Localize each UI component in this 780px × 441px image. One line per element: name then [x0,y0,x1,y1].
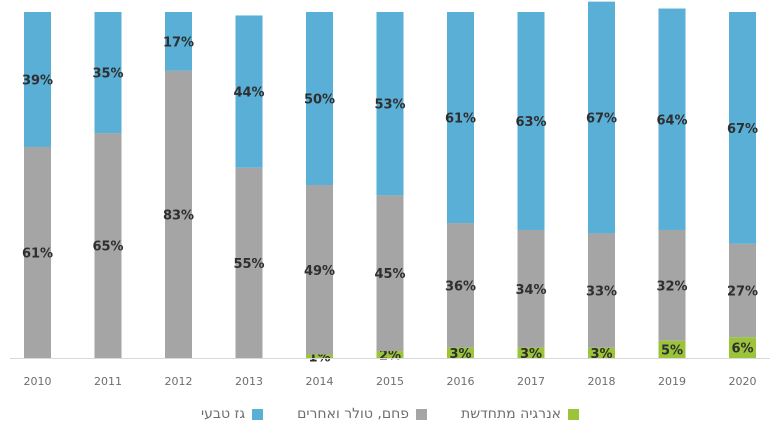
data-label-natural-gas-2013: 44% [233,86,264,101]
x-tick-label-2014: 2014 [306,375,334,388]
data-label-coal-other-2019: 32% [656,279,687,294]
bar-segment-coal-other-2016 [447,223,474,348]
bar-segment-renewable-2015 [376,351,404,358]
bar-segment-natural-gas-2014 [306,12,333,185]
x-tick-label-2010: 2010 [24,375,52,388]
legend-item-natural-gas: גז טבעי [200,406,264,422]
data-label-natural-gas-2018: 67% [586,112,617,127]
bar-segment-natural-gas-2020 [729,12,756,244]
bar-segment-coal-other-2012 [165,70,192,358]
data-label-coal-other-2010: 61% [22,246,53,261]
data-label-coal-other-2013: 55% [233,257,264,272]
x-tick-label-2018: 2018 [588,375,616,388]
legend-label-natural-gas: גז טבעי [200,406,246,422]
bar-segment-natural-gas-2015 [376,12,404,196]
bar-segment-coal-other-2019 [658,229,686,341]
data-label-natural-gas-2017: 63% [515,115,546,130]
bar-segment-natural-gas-2016 [447,12,474,224]
bar-segment-coal-other-2015 [376,195,404,352]
legend-swatch-natural-gas [252,408,264,420]
x-tick-label-2011: 2011 [94,375,122,388]
bar-segment-coal-other-2010 [24,146,51,358]
data-label-coal-other-2017: 34% [515,283,546,298]
x-tick-label-2013: 2013 [235,375,263,388]
data-label-renewable-2019: 5% [661,343,683,358]
legend-label-renewable: אנרגיה מתחדשת [461,406,562,422]
x-tick-label-2017: 2017 [517,375,545,388]
bar-segment-renewable-2016 [447,347,474,358]
legend-label-coal-other: פחם, טולר ואחרים [297,406,410,422]
bar-segment-natural-gas-2012 [165,12,192,71]
data-label-natural-gas-2011: 35% [92,67,123,82]
legend-item-renewable: אנרגיה מתחדשת [461,406,580,422]
chart-legend: גז טבעי פחם, טולר ואחרים אנרגיה מתחדשת [0,402,780,426]
data-label-coal-other-2018: 33% [586,285,617,300]
x-tick-label-2015: 2015 [376,375,404,388]
data-label-natural-gas-2012: 17% [163,35,194,50]
bar-segment-coal-other-2013 [235,167,263,358]
data-label-natural-gas-2016: 61% [445,112,476,127]
bar-segment-natural-gas-2019 [658,8,686,230]
bar-segment-coal-other-2011 [94,133,122,358]
data-label-coal-other-2011: 65% [92,240,123,255]
data-label-coal-other-2012: 83% [163,208,194,223]
data-label-natural-gas-2019: 64% [656,113,687,128]
bar-segment-coal-other-2017 [517,229,545,348]
legend-swatch-coal-other [416,408,428,420]
data-label-coal-other-2014: 49% [304,264,335,279]
data-label-coal-other-2016: 36% [445,279,476,294]
data-label-natural-gas-2010: 39% [22,73,53,88]
bar-segment-natural-gas-2013 [235,15,263,168]
data-label-coal-other-2015: 45% [374,267,405,282]
data-label-natural-gas-2020: 67% [727,122,758,137]
bar-segment-natural-gas-2018 [588,1,615,234]
legend-item-coal-other: פחם, טולר ואחרים [297,406,428,422]
bar-segment-natural-gas-2011 [94,12,122,134]
bar-segment-renewable-2014 [306,354,333,358]
data-label-natural-gas-2015: 53% [374,98,405,113]
bar-segment-natural-gas-2010 [24,12,51,147]
data-label-renewable-2017: 3% [520,347,542,362]
data-label-coal-other-2020: 27% [727,285,758,300]
x-tick-label-2016: 2016 [447,375,475,388]
x-tick-label-2019: 2019 [658,375,686,388]
bar-segment-coal-other-2018 [588,233,615,348]
bar-segment-natural-gas-2017 [517,12,545,230]
data-label-natural-gas-2014: 50% [304,93,335,108]
data-label-renewable-2018: 3% [590,347,612,362]
data-label-renewable-2015: 2% [379,349,401,364]
bar-segment-coal-other-2020 [729,243,756,338]
data-label-renewable-2020: 6% [731,342,753,357]
legend-swatch-renewable [568,408,580,420]
bar-segment-renewable-2019 [658,340,686,358]
data-label-renewable-2016: 3% [449,347,471,362]
bar-segment-renewable-2018 [588,347,615,358]
bar-segment-renewable-2020 [729,337,756,358]
bar-segment-coal-other-2014 [306,185,333,355]
x-tick-label-2020: 2020 [729,375,757,388]
x-tick-label-2012: 2012 [165,375,193,388]
bar-segment-renewable-2017 [517,347,545,358]
